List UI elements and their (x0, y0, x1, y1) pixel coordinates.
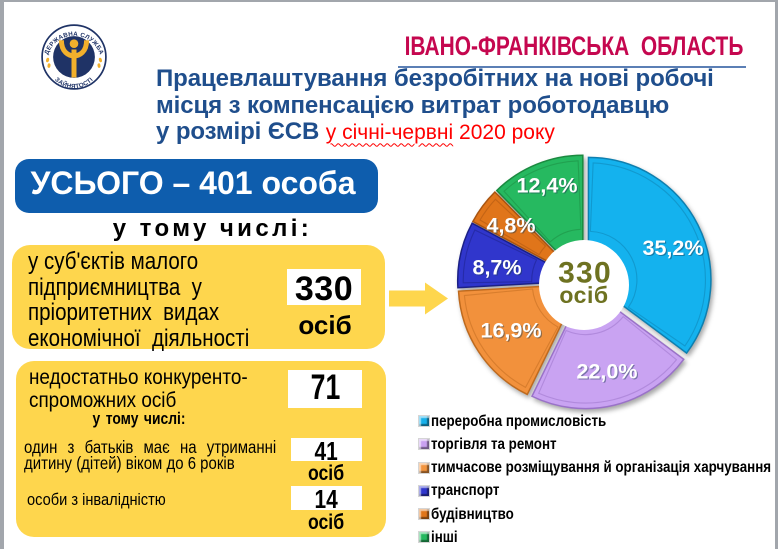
svg-text:12,4%: 12,4% (517, 173, 578, 197)
svg-text:4,8%: 4,8% (486, 213, 535, 237)
svg-text:16,9%: 16,9% (482, 319, 543, 343)
svg-text:330: 330 (558, 256, 612, 289)
svg-text:4,8%: 4,8% (488, 214, 537, 238)
svg-text:22,0%: 22,0% (578, 360, 639, 384)
svg-text:12,4%: 12,4% (518, 174, 579, 198)
svg-text:8,7%: 8,7% (472, 255, 521, 279)
svg-text:22,0%: 22,0% (577, 359, 638, 383)
svg-text:8,7%: 8,7% (474, 256, 523, 280)
svg-text:35,2%: 35,2% (644, 237, 705, 261)
svg-text:осіб: осіб (559, 282, 608, 308)
svg-text:16,9%: 16,9% (481, 318, 542, 342)
svg-text:35,2%: 35,2% (643, 236, 704, 260)
